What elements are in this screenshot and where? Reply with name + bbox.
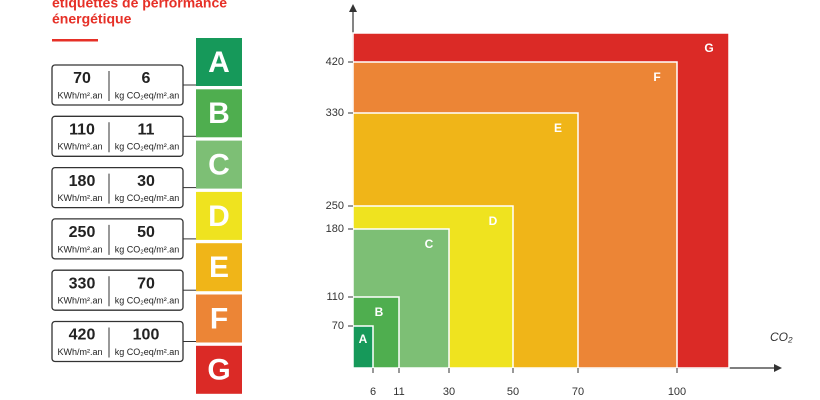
y-arrow: [349, 4, 357, 12]
badge: [196, 38, 242, 86]
co2-unit: kg CO₂eq/m².an: [115, 90, 180, 100]
value-box: [51, 64, 184, 106]
title-line: énergétique: [52, 11, 132, 27]
energy-unit: KWh/m².an: [57, 193, 102, 203]
class-letter: B: [375, 305, 384, 319]
class-letter: C: [425, 237, 434, 251]
x-tick-label: 11: [393, 386, 404, 398]
badge: [196, 140, 242, 189]
class-letter: A: [359, 332, 368, 346]
co2-unit: kg CO₂eq/m².an: [115, 347, 180, 357]
badge: [196, 243, 242, 292]
energy-value: 110: [69, 122, 95, 139]
co2-value: 50: [137, 224, 155, 241]
rects: [352, 32, 730, 369]
co2-unit: kg CO₂eq/m².an: [115, 142, 180, 152]
co2-value: 11: [138, 122, 155, 139]
x-tick-label: 70: [572, 386, 584, 398]
co2-unit: kg CO₂eq/m².an: [115, 296, 180, 306]
value-box: [51, 166, 184, 209]
x-arrow: [774, 364, 782, 372]
badge-letter: D: [208, 200, 230, 233]
energy-value: 180: [69, 173, 96, 190]
y-tick-label: 330: [326, 107, 344, 119]
badge-letter: B: [208, 97, 230, 130]
x-tick-label: 6: [370, 386, 376, 398]
co2-value: 70: [137, 275, 155, 292]
class-letter: G: [704, 41, 713, 55]
energy-value: 420: [69, 327, 96, 344]
class-letter: E: [554, 121, 562, 135]
energy-unit: KWh/m².an: [57, 244, 102, 254]
title-line: étiquettes de performance: [52, 0, 227, 11]
badge-letter: E: [209, 251, 229, 284]
energy-unit: KWh/m².an: [57, 90, 102, 100]
badge: [196, 345, 242, 394]
class-rect: [352, 325, 374, 369]
co2-value: 6: [142, 70, 151, 87]
value-box: [51, 218, 184, 260]
energy-unit: KWh/m².an: [57, 296, 102, 306]
energy-value: 70: [73, 70, 91, 87]
co2-value: 100: [133, 327, 160, 344]
co2-value: 30: [137, 173, 155, 190]
y-tick-label: 180: [326, 223, 344, 235]
y-tick-label: 110: [326, 291, 344, 303]
badge-letter: A: [208, 46, 230, 79]
x-axis-label: CO₂: [770, 330, 793, 344]
title-underline: [52, 39, 98, 42]
value-box: [51, 115, 184, 157]
badge: [196, 191, 242, 240]
badge: [196, 294, 242, 343]
value-box: [51, 320, 184, 363]
energy-unit: KWh/m².an: [57, 142, 102, 152]
class-letter: D: [489, 214, 498, 228]
x-tick-label: 50: [507, 386, 519, 398]
x-tick-label: 100: [668, 386, 686, 398]
energy-unit: KWh/m².an: [57, 347, 102, 357]
energy-value: 250: [69, 224, 96, 241]
co2-unit: kg CO₂eq/m².an: [115, 193, 180, 203]
badge-letter: G: [207, 354, 230, 387]
x-tick-label: 30: [443, 386, 455, 398]
value-box: [51, 269, 184, 311]
energy-value: 330: [69, 275, 96, 292]
badge-letter: F: [210, 302, 228, 335]
badge: [196, 89, 242, 138]
y-tick-label: 420: [326, 56, 344, 68]
co2-unit: kg CO₂eq/m².an: [115, 244, 180, 254]
class-letter: F: [653, 70, 660, 84]
badge-letter: C: [208, 149, 230, 182]
y-tick-label: 70: [332, 320, 344, 332]
y-tick-label: 250: [326, 200, 344, 212]
